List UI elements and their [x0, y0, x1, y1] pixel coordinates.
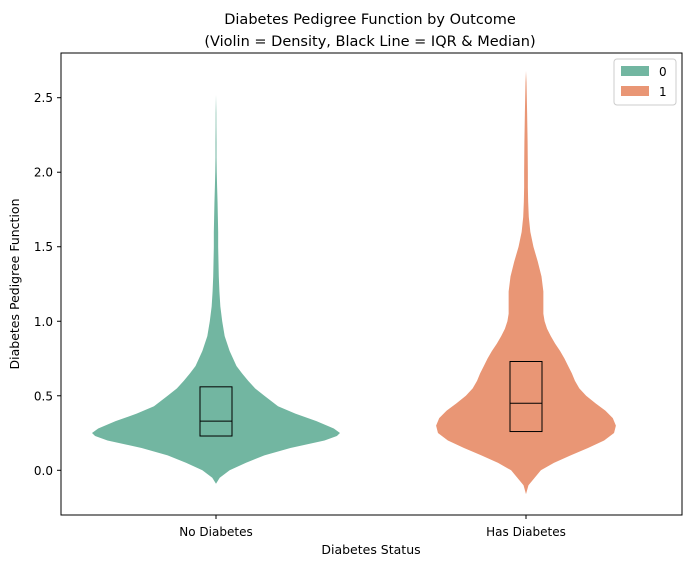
- legend-swatch-0: [621, 66, 649, 76]
- x-axis: No Diabetes Has Diabetes: [179, 515, 566, 539]
- legend: 01: [613, 58, 677, 106]
- violin-body-0: [92, 94, 340, 484]
- legend-label-0: 0: [659, 65, 667, 79]
- y-tick-label: 1.5: [34, 240, 53, 254]
- x-tick-label: No Diabetes: [179, 525, 252, 539]
- x-tick-label: Has Diabetes: [486, 525, 566, 539]
- iqr-box-1: [509, 360, 543, 433]
- x-axis-label: Diabetes Status: [321, 542, 420, 557]
- legend-label-1: 1: [659, 85, 667, 99]
- y-axis: 0.0 0.5 1.0 1.5 2.0 2.5: [34, 91, 61, 478]
- y-tick-label: 2.5: [34, 91, 53, 105]
- y-tick-label: 0.0: [34, 464, 53, 478]
- y-tick-label: 2.0: [34, 166, 53, 180]
- y-axis-label: Diabetes Pedigree Function: [7, 199, 22, 370]
- chart-title-line-2: (Violin = Density, Black Line = IQR & Me…: [204, 34, 535, 50]
- chart-title-line-1: Diabetes Pedigree Function by Outcome: [224, 12, 516, 28]
- legend-box: [613, 58, 677, 106]
- y-tick-label: 0.5: [34, 389, 53, 403]
- legend-swatch-1: [621, 86, 649, 96]
- y-tick-label: 1.0: [34, 315, 53, 329]
- plot-frame: [60, 52, 683, 516]
- plot-area: [92, 70, 616, 495]
- violin-body-1: [436, 70, 616, 495]
- iqr-box-0: [199, 386, 233, 437]
